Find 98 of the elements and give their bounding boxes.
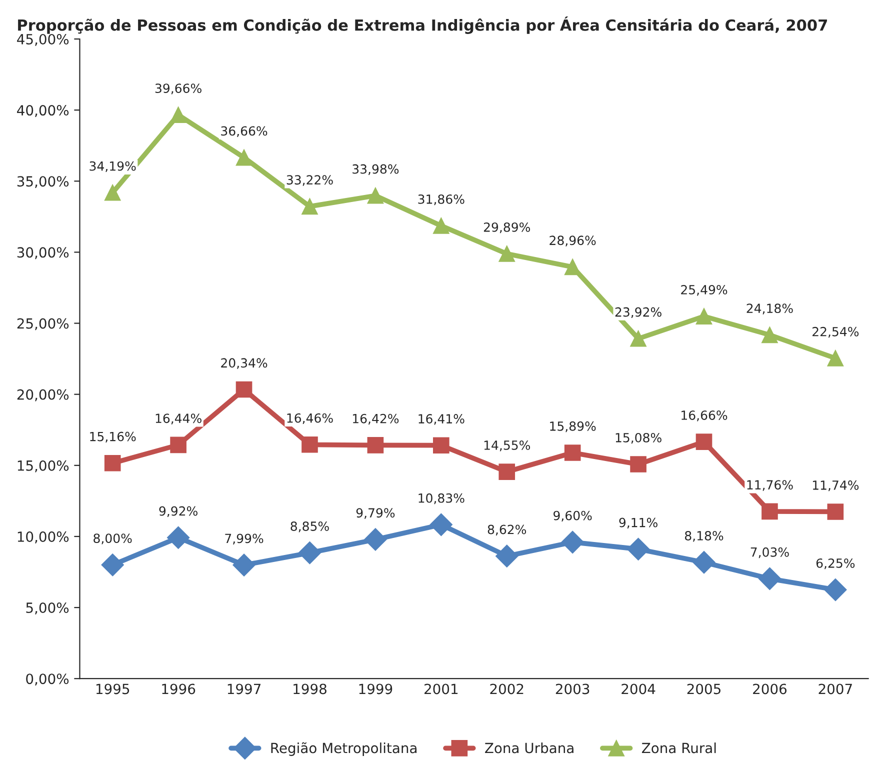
x-tick-label: 1996 <box>162 684 196 694</box>
x-tick-label: 2007 <box>818 684 852 694</box>
data-label: 6,25% <box>816 558 855 570</box>
data-label: 8,18% <box>684 531 724 542</box>
data-label: 23,92% <box>615 307 662 318</box>
data-label: 28,96% <box>550 236 596 246</box>
data-label: 8,85% <box>290 521 329 532</box>
data-label: 14,55% <box>484 440 530 452</box>
data-label: 11,74% <box>812 480 859 492</box>
data-label: 16,41% <box>418 414 464 425</box>
data-label: 29,89% <box>484 222 530 234</box>
data-label: 33,98% <box>352 164 399 176</box>
data-label: 39,66% <box>155 84 202 94</box>
data-label: 9,11% <box>619 518 658 529</box>
data-label: 16,66% <box>682 410 728 422</box>
legend-label: Zona Urbana <box>485 742 574 754</box>
point <box>827 504 844 520</box>
point <box>236 149 252 166</box>
point <box>298 541 322 564</box>
x-tick-label: 1997 <box>228 684 261 694</box>
x-tick-label: 2002 <box>490 684 524 694</box>
point <box>762 503 778 520</box>
point <box>170 106 186 124</box>
data-label: 16,42% <box>352 414 399 425</box>
point <box>170 436 186 454</box>
x-tick-label: 2004 <box>622 684 656 694</box>
y-tick-label: 15,00% <box>18 460 69 472</box>
data-label: 7,99% <box>225 534 264 544</box>
point <box>367 187 384 204</box>
data-label: 9,79% <box>356 508 395 519</box>
point <box>827 350 844 366</box>
data-label: 15,89% <box>550 421 596 432</box>
point <box>364 528 387 551</box>
legend-label: Região Metropolitana <box>271 742 416 756</box>
data-label: 24,18% <box>746 304 793 314</box>
data-label: 36,66% <box>221 126 268 137</box>
point <box>824 578 847 602</box>
point <box>564 258 581 276</box>
data-label: 9,60% <box>554 510 592 522</box>
point <box>498 246 516 262</box>
point <box>302 436 318 453</box>
data-label: 9,92% <box>159 506 198 518</box>
data-label: 22,54% <box>812 326 859 338</box>
y-tick-label: 25,00% <box>17 318 69 330</box>
data-label: 15,16% <box>90 432 136 443</box>
point <box>696 308 712 324</box>
data-label: 31,86% <box>418 194 464 206</box>
data-label: 34,19% <box>90 161 136 172</box>
data-label: 25,49% <box>681 284 728 296</box>
point <box>432 437 450 454</box>
x-tick-label: 2001 <box>424 684 458 694</box>
point <box>236 381 252 398</box>
point <box>561 530 584 554</box>
point <box>104 184 121 201</box>
point <box>496 544 518 568</box>
data-label: 10,83% <box>418 493 464 504</box>
point <box>696 434 712 450</box>
x-tick-label: 2005 <box>687 684 720 694</box>
point <box>758 567 782 590</box>
point <box>166 526 190 549</box>
point <box>498 464 516 480</box>
y-tick-label: 35,00% <box>17 176 69 188</box>
y-tick-label: 5,00% <box>26 602 69 614</box>
y-tick-label: 20,00% <box>17 389 69 402</box>
x-tick-label: 2003 <box>556 684 590 694</box>
point <box>564 444 581 461</box>
y-tick-label: 40,00% <box>17 105 69 117</box>
point <box>630 330 646 347</box>
point <box>630 456 646 472</box>
point <box>692 551 716 574</box>
chart-title: Proporção de Pessoas em Condição de Extrema Indigência por Área Censitária do Ceará, 2007 <box>18 16 827 34</box>
point <box>367 437 384 454</box>
y-tick-label: 10,00% <box>18 531 69 544</box>
x-tick-label: 1995 <box>96 684 130 694</box>
point <box>762 326 778 344</box>
y-tick-label: 0,00% <box>26 674 69 686</box>
data-label: 15,08% <box>616 432 662 444</box>
data-label: 7,03% <box>750 547 789 558</box>
data-label: 16,44% <box>156 414 202 424</box>
point <box>104 454 121 472</box>
data-label: 33,22% <box>286 175 333 186</box>
y-tick-label: 30,00% <box>17 247 69 260</box>
data-label: 20,34% <box>221 358 268 369</box>
data-label: 8,62% <box>488 524 526 536</box>
point <box>432 218 450 234</box>
x-tick-label: 1999 <box>359 684 392 694</box>
x-tick-label: 2006 <box>753 684 787 694</box>
data-label: 11,76% <box>747 480 793 491</box>
point <box>232 554 256 576</box>
point <box>626 538 650 560</box>
x-tick-label: 1998 <box>294 684 326 694</box>
data-label: 8,00% <box>94 534 132 544</box>
legend-label: Zona Rural <box>642 742 716 754</box>
point <box>101 554 124 576</box>
y-tick-label: 45,00% <box>17 34 69 46</box>
data-label: 16,46% <box>287 413 333 424</box>
point <box>302 198 318 215</box>
point <box>430 513 452 536</box>
